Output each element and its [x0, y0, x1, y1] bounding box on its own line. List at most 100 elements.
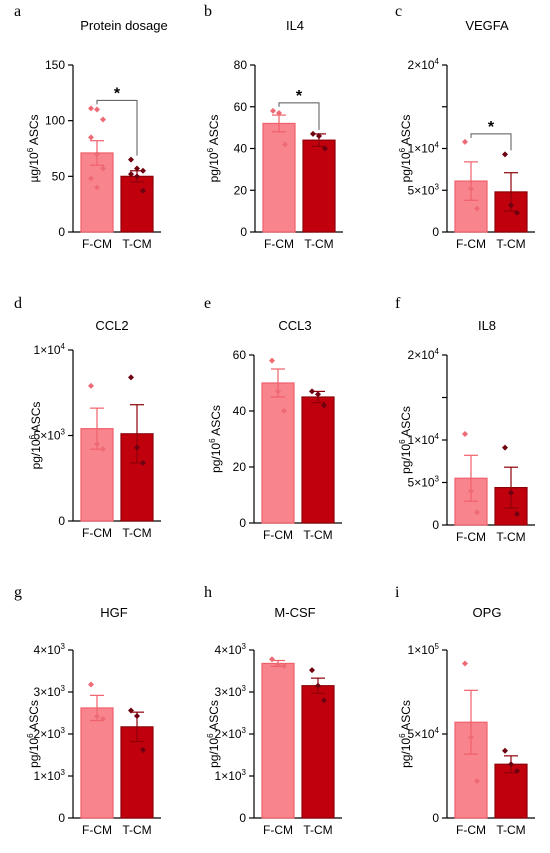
significance-marker: * [296, 88, 303, 105]
bar-t-cm [120, 175, 154, 233]
panel-title: IL8 [478, 318, 496, 333]
panel-title: CCL2 [95, 318, 128, 333]
data-point [316, 132, 322, 139]
x-tick-label: T-CM [304, 237, 333, 251]
data-point [508, 489, 514, 496]
y-tick-label: 100 [45, 114, 65, 128]
x-tick-label: T-CM [496, 530, 525, 544]
panel-f: f IL8 pg/106 ASCs 0 5×103 1×104 2×104 F-CM T-CM [395, 295, 535, 544]
x-tick-label: F-CM [456, 237, 486, 251]
y-tick-label: 40 [234, 142, 248, 156]
data-point [309, 667, 315, 674]
data-point [502, 747, 508, 754]
data-point [275, 661, 281, 668]
y-tick-label: 1×103 [215, 768, 247, 783]
x-tick-label: T-CM [303, 823, 332, 837]
data-point [269, 656, 275, 663]
panel-c: c VEGFA pg/106 ASCs 0 5×103 1×104 2×104 F-CM T-C… [395, 3, 535, 251]
data-point [275, 388, 281, 395]
bar-f-cm [261, 662, 295, 819]
data-point [321, 402, 327, 409]
y-axis-label: pg/106 ASCs [398, 700, 413, 768]
panel-b: b IL4 pg/106 ASCs 0 20 40 60 80 F-CM T-CM * [204, 3, 343, 251]
y-tick-label: 3×103 [215, 684, 247, 699]
panel-title: CCL3 [278, 318, 311, 333]
panel-letter: h [204, 584, 212, 601]
panel-letter: b [204, 3, 212, 20]
y-tick-label: 1×104 [34, 342, 66, 357]
y-tick-label: 0 [240, 225, 247, 239]
bar-f-cm [262, 122, 296, 233]
y-tick-label: 1×105 [408, 642, 440, 657]
panel-d: d CCL2 pg/106 ASCs 0 5×103 1×104 F-CM T-CM [14, 295, 161, 540]
panel-title: M-CSF [274, 605, 315, 620]
data-point [134, 173, 140, 180]
x-tick-label: T-CM [303, 528, 332, 542]
x-tick-label: T-CM [122, 237, 151, 251]
x-tick-label: T-CM [496, 237, 525, 251]
data-point [270, 107, 276, 114]
bar-f-cm [80, 707, 114, 819]
data-point [281, 408, 287, 414]
data-point [94, 106, 100, 113]
panel-title: HGF [100, 605, 128, 620]
y-tick-label: 2×103 [34, 726, 66, 741]
data-point [468, 734, 474, 741]
data-point [514, 767, 520, 774]
data-point [508, 202, 514, 209]
y-tick-label: 40 [233, 404, 247, 418]
data-point [468, 185, 474, 192]
data-point [321, 697, 327, 704]
bar-t-cm [302, 139, 336, 233]
y-tick-label: 20 [234, 183, 248, 197]
y-axis-label: µg/106 ASCs [26, 114, 41, 182]
x-tick-label: F-CM [263, 823, 293, 837]
data-point [315, 682, 321, 689]
y-tick-label: 0 [58, 514, 65, 528]
panel-letter: f [395, 295, 401, 312]
y-tick-label: 4×103 [34, 642, 66, 657]
data-point [140, 746, 146, 753]
y-axis-label: pg/106 ASCs [28, 402, 43, 470]
data-point [100, 116, 106, 123]
data-point [88, 134, 94, 141]
significance-bracket [96, 99, 138, 156]
data-point [474, 205, 480, 212]
data-point [100, 715, 106, 722]
y-axis-label: pg/106 ASCs [206, 115, 221, 183]
data-point [88, 105, 94, 112]
y-tick-label: 3×103 [34, 684, 66, 699]
y-axis-label: pg/106 ASCs [208, 405, 223, 473]
significance-marker: * [488, 119, 495, 136]
panel-letter: i [395, 584, 400, 601]
bar-f-cm [261, 382, 295, 524]
bar-t-cm [301, 396, 335, 524]
y-axis-label: pg/106 ASCs [26, 700, 41, 768]
y-tick-label: 1×103 [34, 768, 66, 783]
panel-i: i OPG pg/106 ASCs 0 5×104 1×105 F-CM T-CM [395, 584, 535, 837]
y-tick-label: 150 [45, 58, 65, 72]
x-tick-label: T-CM [496, 823, 525, 837]
y-tick-label: 0 [432, 225, 439, 239]
panel-g: g HGF pg/106 ASCs 0 1×103 2×103 3×103 4×103 F-CM… [14, 584, 161, 837]
data-point [282, 141, 288, 148]
y-tick-label: 20 [233, 460, 247, 474]
panel-letter: a [14, 3, 21, 20]
y-tick-label: 2×104 [408, 347, 440, 362]
data-point [100, 446, 106, 453]
data-point [134, 444, 140, 451]
bar-t-cm [301, 685, 335, 819]
panel-title: IL4 [286, 18, 304, 33]
data-point [468, 488, 474, 494]
data-point [514, 209, 520, 216]
data-point [134, 165, 140, 172]
data-point [315, 391, 321, 398]
y-tick-label: 5×103 [408, 182, 440, 197]
y-tick-label: 2×104 [408, 57, 440, 72]
data-point [88, 681, 94, 688]
data-point [474, 509, 480, 516]
panel-letter: g [14, 584, 22, 601]
x-tick-label: T-CM [122, 823, 151, 837]
data-point [514, 510, 520, 517]
